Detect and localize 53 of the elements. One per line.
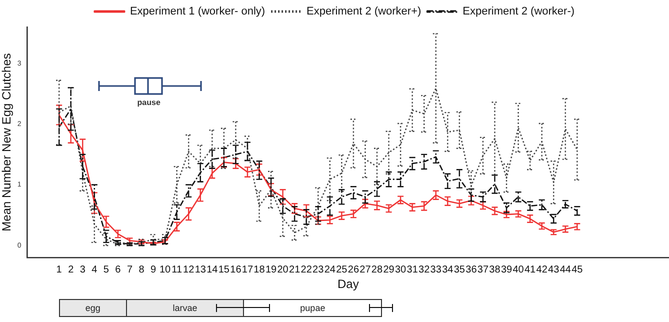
x-tick-label: 41 [524,264,536,276]
x-tick-label: 5 [103,264,110,276]
x-tick-label: 44 [560,264,572,276]
x-tick-label: 38 [489,264,501,276]
x-tick-label: 43 [548,264,560,276]
point [161,236,169,244]
x-tick-label: 24 [324,264,336,276]
x-tick-label: 14 [206,264,218,276]
x-tick-label: 26 [348,264,360,276]
y-axis-title: Mean Number New Egg Clutches [0,53,14,232]
x-tick-label: 4 [92,264,98,276]
x-tick-label: 28 [371,264,383,276]
x-tick-label: 10 [159,264,172,276]
x-tick-label: 34 [442,264,454,276]
x-tick-label: 3 [80,264,86,276]
x-tick-label: 31 [406,264,418,276]
x-tick-label: 11 [172,264,182,276]
x-tick-label: 8 [138,264,145,276]
x-tick-label: 45 [572,264,584,276]
annotation: pause [137,98,160,107]
x-tick-label: 42 [536,264,548,276]
x-tick-label: 1 [56,264,62,276]
x-tick-label: 7 [126,264,133,276]
x-tick-label: 19 [265,264,278,276]
x-axis-title: Day [337,277,359,292]
x-tick-label: 35 [454,264,466,276]
x-tick-label: 27 [360,264,372,276]
x-tick-label: 12 [183,264,195,276]
x-tick-label: 16 [230,264,242,276]
x-tick-label: 37 [477,264,489,276]
x-tick-label: 9 [150,264,156,276]
legend-label: Experiment 2 (worker+) [306,6,422,18]
x-tick-label: 15 [218,264,230,276]
x-tick-label: 13 [194,264,206,276]
x-tick-label: 20 [277,264,289,276]
x-tick-label: 25 [336,264,348,276]
x-tick-label: 23 [312,264,324,276]
x-tick-label: 18 [254,264,266,276]
legend-label: Experiment 1 (worker- only) [130,6,266,18]
legend-label: Experiment 2 (worker-) [462,6,575,18]
x-tick-label: 40 [512,264,524,276]
x-tick-label: 33 [430,264,442,276]
x-tick-label: 6 [115,264,122,276]
x-tick-label: 30 [394,264,407,276]
x-tick-label: 39 [500,264,513,276]
x-tick-label: 29 [383,264,395,276]
x-tick-label: 36 [466,264,478,276]
x-tick-label: 22 [300,264,312,276]
x-tick-label: 21 [289,264,301,276]
x-tick-label: 17 [242,264,254,276]
x-tick-label: 2 [68,264,74,276]
x-tick-label: 32 [418,264,430,276]
stage-timeline: egg larvae pupae [58,299,394,318]
